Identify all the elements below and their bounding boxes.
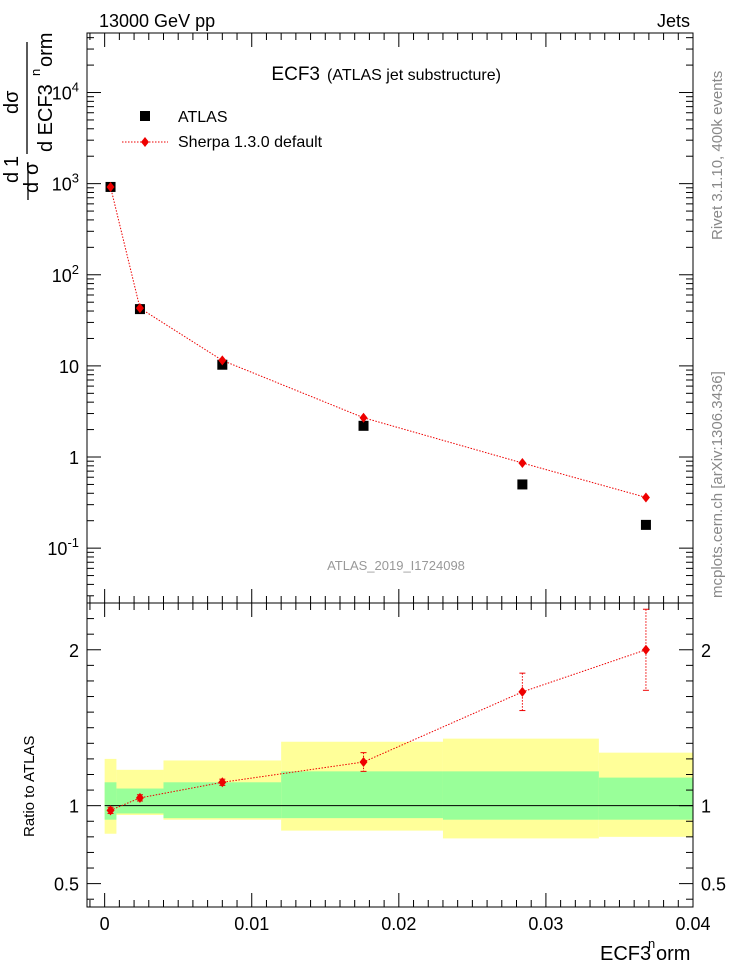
atlas-data-point	[358, 420, 369, 431]
main-y-tick-label: 102	[52, 262, 79, 286]
main-y-tick-label: 104	[52, 80, 79, 104]
main-y-tick-label: 10	[59, 357, 79, 377]
sherpa-data-point	[518, 457, 527, 468]
svg-text:d ECF3: d ECF3	[35, 84, 57, 152]
ratio-sherpa-point	[135, 792, 144, 803]
ratio-y-tick-label-right: 2	[701, 641, 711, 661]
sherpa-data-point	[106, 181, 115, 192]
sherpa-data-point	[135, 303, 144, 314]
ratio-sherpa-point	[218, 777, 227, 788]
x-axis-label: ECF3 n orm	[600, 936, 690, 965]
ratio-frame	[86, 602, 694, 908]
svg-text:n: n	[648, 936, 655, 951]
sherpa-data-point	[641, 492, 650, 503]
ratio-inner-band	[281, 771, 443, 819]
chart-title: ECF3	[271, 64, 320, 85]
x-tick-label: 0.01	[234, 914, 269, 934]
atlas-data-point	[640, 519, 651, 530]
sherpa-data-point	[359, 412, 368, 423]
main-y-tick-label: 1	[69, 448, 79, 468]
ratio-sherpa-point	[518, 686, 527, 697]
ratio-panel-series	[106, 608, 650, 816]
main-y-axis-label: d σ d 1 dσ d ECF3 n orm	[1, 33, 57, 200]
ratio-sherpa-point	[641, 644, 650, 655]
process-label: Jets	[657, 11, 690, 31]
ratio-inner-band	[163, 782, 282, 819]
ratio-panel-axes: 0.5 0.5 1 1 2 2 0 0.01 0.02 0.03 0.04	[54, 602, 726, 934]
svg-text:orm: orm	[35, 33, 57, 67]
main-y-tick-label: 103	[52, 171, 79, 195]
legend-sherpa-label: Sherpa 1.3.0 default	[178, 134, 323, 151]
svg-text:d: d	[1, 172, 23, 183]
ratio-panel-bands	[104, 738, 693, 839]
sherpa-line	[110, 186, 647, 498]
sherpa-data-point	[218, 355, 227, 366]
ratio-y-tick-label: 2	[69, 641, 79, 661]
main-panel-axes: 10-1 1 10 102 103 104	[47, 32, 694, 604]
ratio-inner-band	[442, 771, 599, 820]
energy-label: 13000 GeV pp	[99, 11, 215, 31]
svg-text:dσ: dσ	[1, 90, 23, 114]
ratio-y-tick-label-right: 1	[701, 797, 711, 817]
rivet-label: Rivet 3.1.10, 400k events	[709, 71, 726, 240]
ratio-sherpa-point	[359, 757, 368, 768]
ratio-y-axis-label: Ratio to ATLAS	[21, 736, 38, 837]
svg-text:σ: σ	[21, 162, 43, 175]
svg-text:ECF3: ECF3	[600, 943, 651, 965]
legend-atlas-marker	[140, 111, 150, 121]
atlas-data-point	[517, 479, 528, 490]
svg-text:d: d	[21, 182, 43, 193]
x-tick-label: 0.03	[528, 914, 563, 934]
watermark-label: ATLAS_2019_I1724098	[327, 558, 465, 573]
ratio-inner-band	[598, 777, 693, 820]
main-y-tick-label: 10-1	[47, 535, 79, 559]
ratio-sherpa-line	[110, 649, 647, 811]
svg-text:orm: orm	[656, 943, 690, 965]
legend: ATLAS Sherpa 1.3.0 default	[122, 109, 323, 151]
ratio-y-tick-label: 0.5	[54, 875, 79, 895]
x-tick-label: 0.04	[675, 914, 710, 934]
ratio-y-tick-label-right: 0.5	[701, 875, 726, 895]
x-tick-label: 0.02	[381, 914, 416, 934]
svg-text:1: 1	[1, 156, 23, 167]
main-panel-series	[105, 181, 651, 530]
mcplots-label: mcplots.cern.ch [arXiv:1306.3436]	[709, 371, 726, 598]
svg-text:n: n	[28, 69, 43, 76]
ratio-y-tick-label: 1	[69, 797, 79, 817]
legend-atlas-label: ATLAS	[178, 109, 228, 126]
ratio-sherpa-point	[106, 805, 115, 816]
chart-subtitle: (ATLAS jet substructure)	[327, 67, 501, 84]
x-tick-label: 0	[100, 914, 110, 934]
ratio-inner-band	[104, 782, 117, 820]
legend-sherpa-marker	[141, 137, 149, 147]
